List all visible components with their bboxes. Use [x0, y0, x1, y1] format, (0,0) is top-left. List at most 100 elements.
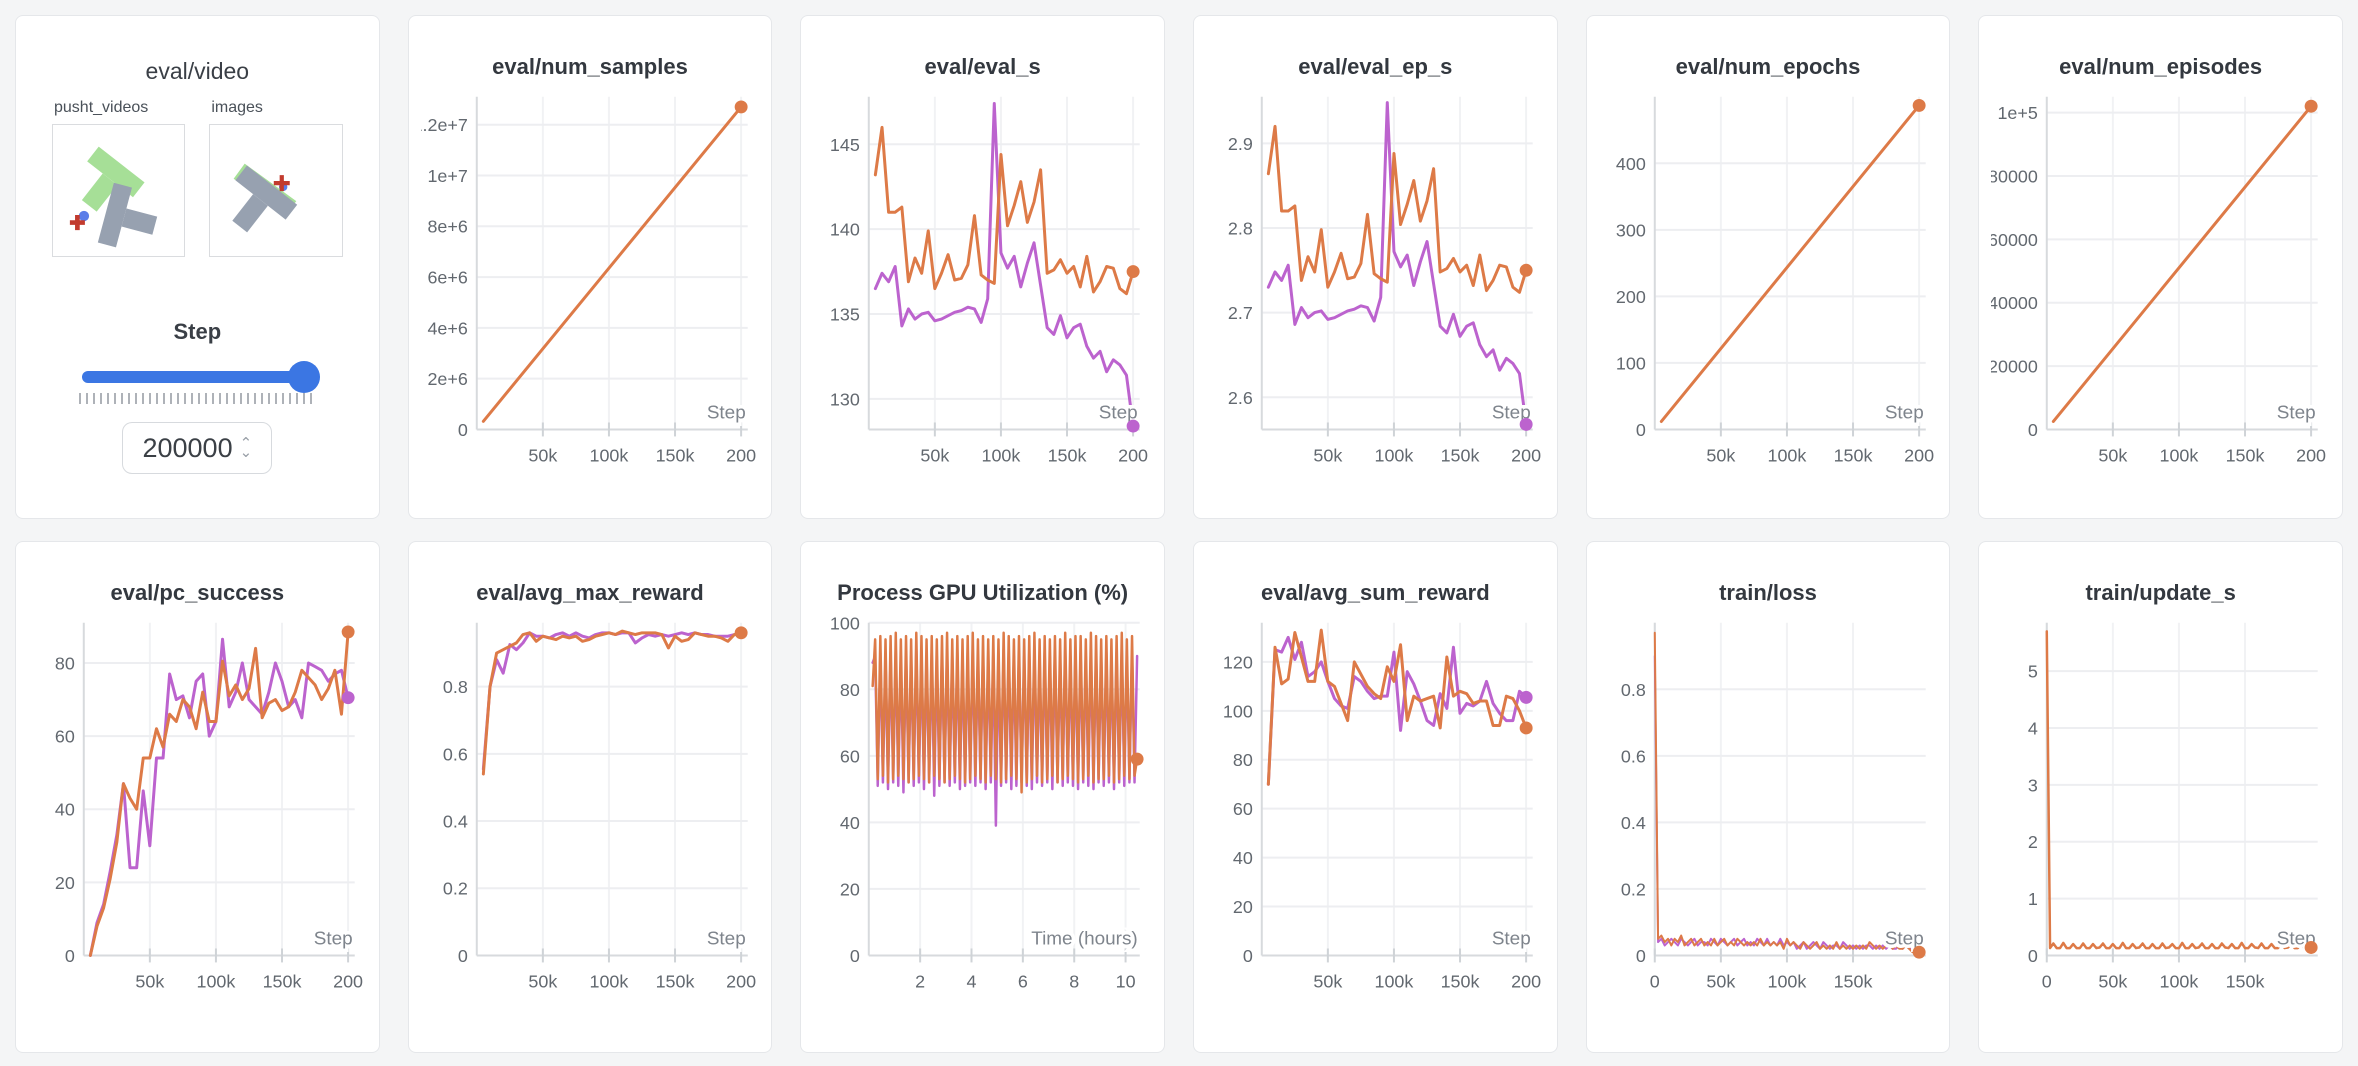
video-thumbnails: pusht_videos: [28, 99, 367, 258]
svg-text:100k: 100k: [589, 445, 628, 465]
svg-text:300: 300: [1616, 220, 1646, 240]
chart-canvas[interactable]: 0 0.2 0.4 0.6 0.8 50k 100k 150k 200 Step: [421, 614, 760, 1018]
panel-eval-eval-ep-s: eval/eval_ep_s 2.6 2.7 2.8 2.9 50k 100k 150k 20…: [1192, 15, 1558, 519]
chart-canvas[interactable]: 0 20000 40000 60000 80000 1e+5 50k 100k 150k 200 S…: [1991, 88, 2330, 492]
svg-text:60: 60: [1233, 799, 1253, 819]
svg-text:0.8: 0.8: [1621, 680, 1646, 700]
step-increment-icon[interactable]: ⌃: [239, 435, 253, 453]
svg-text:100: 100: [830, 614, 860, 633]
svg-text:50k: 50k: [1706, 445, 1735, 465]
svg-text:100k: 100k: [2160, 971, 2199, 991]
chart-canvas[interactable]: 0 100 200 300 400 50k 100k 150k 200 Step: [1599, 88, 1938, 492]
svg-text:2.9: 2.9: [1228, 134, 1253, 154]
svg-text:100k: 100k: [1767, 971, 1806, 991]
svg-text:130: 130: [830, 389, 860, 409]
svg-text:200: 200: [726, 971, 756, 991]
svg-text:50k: 50k: [1313, 445, 1342, 465]
panel-train-update-s: train/update_s 0 1 2 3 4 5 0 50k 100k 150k Step: [1978, 541, 2343, 1053]
svg-text:0.8: 0.8: [443, 677, 468, 697]
svg-text:Step: Step: [706, 402, 745, 423]
svg-text:Step: Step: [2277, 402, 2316, 423]
svg-text:150k: 150k: [1441, 445, 1480, 465]
svg-text:100k: 100k: [197, 971, 236, 991]
chart-title: eval/avg_sum_reward: [1260, 580, 1490, 605]
svg-text:50k: 50k: [921, 445, 950, 465]
panel-eval-avg-sum-reward: eval/avg_sum_reward 0 20 40 60 80 100 120 50k 10…: [1192, 541, 1558, 1053]
chart-canvas[interactable]: 0 20 40 60 80 100 2 4 6 8 10 Time (hours): [813, 614, 1152, 1018]
svg-text:50k: 50k: [2099, 971, 2128, 991]
svg-text:150k: 150k: [1441, 971, 1480, 991]
svg-text:100: 100: [1223, 701, 1253, 721]
svg-text:80: 80: [55, 653, 75, 673]
step-slider[interactable]: [82, 361, 321, 394]
pusht-video-thumbnail[interactable]: [52, 124, 186, 258]
svg-text:100k: 100k: [1375, 445, 1414, 465]
svg-text:80000: 80000: [1991, 166, 2038, 186]
panel-eval-video: eval/video pusht_videos: [15, 15, 380, 519]
svg-text:60000: 60000: [1991, 230, 2038, 250]
svg-text:145: 145: [830, 135, 860, 155]
svg-text:150k: 150k: [2226, 445, 2265, 465]
svg-text:2: 2: [2028, 832, 2038, 852]
panel-train-loss: train/loss 0 0.2 0.4 0.6 0.8 0 50k 100k 150k Step: [1585, 541, 1951, 1053]
step-decrement-icon[interactable]: ⌄: [239, 444, 253, 462]
svg-text:50k: 50k: [1706, 971, 1735, 991]
panel-eval-avg-max-reward: eval/avg_max_reward 0 0.2 0.4 0.6 0.8 50k 100k…: [407, 541, 773, 1053]
chart-canvas[interactable]: 0 20 40 60 80 50k 100k 150k 200 Step: [28, 614, 367, 1018]
svg-text:200: 200: [1904, 445, 1934, 465]
svg-text:100: 100: [1616, 353, 1646, 373]
chart-canvas[interactable]: 0 0.2 0.4 0.6 0.8 0 50k 100k 150k Step: [1599, 614, 1938, 1018]
svg-text:20: 20: [1233, 897, 1253, 917]
step-slider-track[interactable]: [82, 371, 313, 384]
panel-eval-num-samples: eval/num_samples 0 2e+6 4e+6 6e+6 8e+6 1e+7 1.…: [407, 15, 773, 519]
svg-text:40: 40: [840, 813, 860, 833]
svg-text:100k: 100k: [2160, 445, 2199, 465]
step-number-input[interactable]: 200000 ⌃ ⌄: [122, 422, 273, 475]
images-scene-image: [232, 163, 298, 233]
svg-text:0: 0: [1636, 420, 1646, 440]
svg-text:10: 10: [1116, 971, 1136, 991]
svg-text:400: 400: [1616, 154, 1646, 174]
svg-text:0: 0: [65, 946, 75, 966]
chart-title: train/update_s: [2085, 580, 2236, 605]
svg-text:60: 60: [55, 727, 75, 747]
svg-text:150k: 150k: [2226, 971, 2265, 991]
svg-text:120: 120: [1223, 652, 1253, 672]
images-thumbnail[interactable]: [209, 124, 343, 258]
pusht-videos-column: pusht_videos: [52, 99, 186, 258]
svg-text:2e+6: 2e+6: [427, 369, 467, 389]
step-value[interactable]: 200000: [142, 432, 233, 463]
svg-text:150k: 150k: [655, 971, 694, 991]
svg-text:0: 0: [2028, 946, 2038, 966]
svg-text:8e+6: 8e+6: [427, 217, 467, 237]
step-slider-label: Step: [173, 319, 222, 345]
panel-eval-num-episodes: eval/num_episodes 0 20000 40000 60000 80000 1…: [1978, 15, 2343, 519]
chart-title: eval/avg_max_reward: [476, 580, 704, 605]
svg-text:0.4: 0.4: [1621, 813, 1646, 833]
chart-title: train/loss: [1719, 580, 1817, 605]
svg-text:200: 200: [726, 445, 756, 465]
video-panel-title: eval/video: [145, 58, 250, 84]
svg-text:200: 200: [1118, 445, 1148, 465]
svg-text:0: 0: [2042, 971, 2052, 991]
svg-text:6: 6: [1018, 971, 1028, 991]
svg-text:0: 0: [458, 420, 468, 440]
svg-text:40000: 40000: [1991, 293, 2038, 313]
chart-title: eval/eval_ep_s: [1298, 54, 1453, 79]
svg-text:40: 40: [1233, 848, 1253, 868]
step-slider-thumb[interactable]: [288, 361, 321, 394]
svg-text:135: 135: [830, 305, 860, 325]
chart-canvas[interactable]: 0 2e+6 4e+6 6e+6 8e+6 1e+7 1.2e+7 50k 100k 150k 20…: [421, 88, 760, 492]
svg-text:0: 0: [1636, 946, 1646, 966]
panel-gpu-utilization: Process GPU Utilization (%) 0 20 40 60 80 100…: [800, 541, 1165, 1053]
chart-canvas[interactable]: 0 20 40 60 80 100 120 50k 100k 150k 200 Step: [1206, 614, 1545, 1018]
svg-text:2.6: 2.6: [1228, 388, 1253, 408]
svg-text:150k: 150k: [1833, 445, 1872, 465]
step-slider-ticks: [78, 393, 316, 405]
svg-text:0.4: 0.4: [443, 812, 468, 832]
step-stepper[interactable]: ⌃ ⌄: [239, 435, 253, 462]
